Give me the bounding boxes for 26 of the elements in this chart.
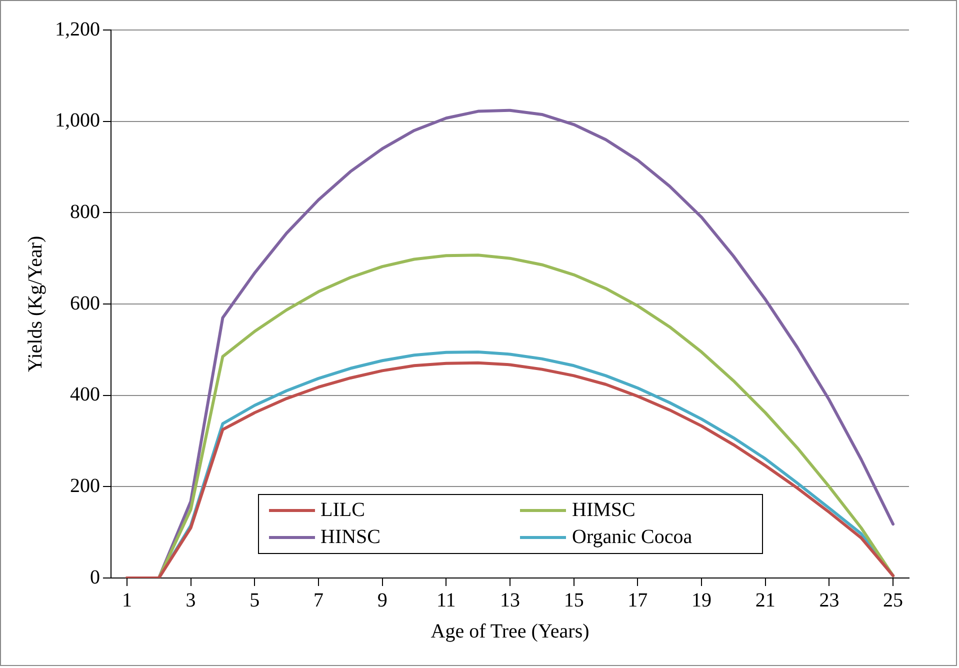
x-tick-label: 3 — [186, 589, 196, 612]
legend-label: HINSC — [320, 526, 381, 549]
y-tick-label: 1,200 — [55, 18, 100, 40]
x-tick-label: 17 — [628, 589, 648, 612]
y-tick-label: 800 — [70, 200, 100, 223]
x-tick-label: 9 — [377, 589, 388, 612]
y-tick-label: 600 — [70, 292, 100, 314]
x-axis-title: Age of Tree (Years) — [430, 620, 590, 642]
y-tick-label: 400 — [70, 384, 100, 406]
legend-label: LILC — [320, 499, 365, 522]
x-tick-label: 25 — [883, 589, 904, 612]
x-tick-label: 21 — [755, 589, 776, 612]
x-tick-label: 15 — [564, 589, 584, 612]
y-tick-label: 0 — [90, 566, 100, 588]
x-tick-label: 23 — [819, 589, 840, 612]
legend-label: Organic Cocoa — [572, 526, 692, 549]
legend-label: HIMSC — [572, 499, 636, 522]
x-tick-label: 13 — [500, 589, 520, 612]
y-tick-label: 200 — [70, 474, 100, 497]
x-tick-label: 7 — [313, 589, 324, 612]
x-tick-label: 5 — [250, 589, 260, 612]
x-tick-label: 1 — [122, 589, 132, 612]
x-tick-label: 11 — [436, 589, 456, 612]
x-tick-label: 19 — [692, 589, 712, 612]
y-tick-label: 1,000 — [55, 110, 100, 132]
y-axis-title: Yields (Kg/Year) — [24, 236, 46, 372]
